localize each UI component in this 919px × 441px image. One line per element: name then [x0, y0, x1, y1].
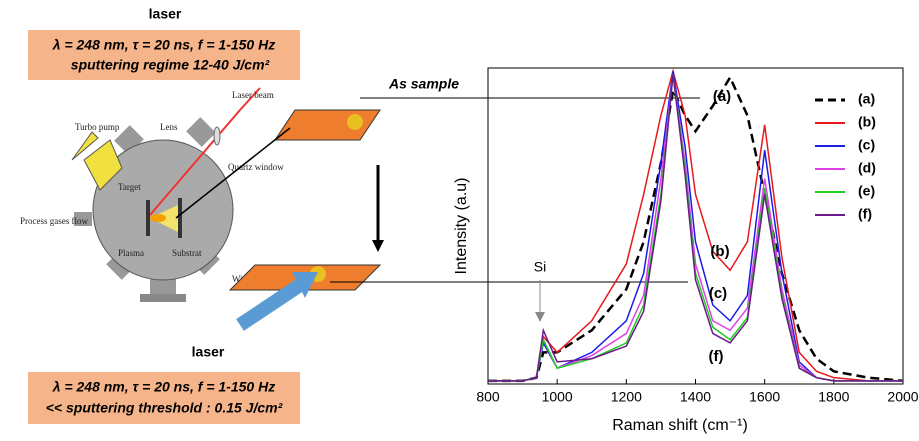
x-tick-label: 1000 — [542, 389, 573, 405]
series-line — [488, 68, 903, 382]
chamber-label: Process gases flow — [20, 216, 88, 226]
legend-label: (a) — [858, 91, 875, 107]
param-box — [28, 372, 300, 424]
legend-label: (c) — [858, 137, 875, 153]
sample-label: As sample — [388, 76, 459, 92]
legend-label: (f) — [858, 206, 872, 222]
annotation: (a) — [713, 88, 731, 105]
legend-label: (b) — [858, 114, 876, 130]
laser-label: laser — [192, 344, 225, 360]
chamber-label: Turbo pump — [75, 122, 120, 132]
series-line — [488, 74, 904, 383]
plot-frame — [487, 67, 904, 385]
param-box — [28, 30, 300, 80]
x-tick-label: 2000 — [887, 389, 918, 405]
chamber-label: Substrat — [172, 248, 202, 258]
x-tick-label: 1600 — [749, 389, 780, 405]
annotation: (c) — [709, 285, 727, 302]
x-axis-label: Raman shift (cm⁻¹) — [612, 417, 748, 434]
chamber-label: Quartz window — [228, 162, 284, 172]
substrate — [175, 97, 700, 331]
x-tick-label: 1200 — [611, 389, 642, 405]
param-text: λ = 248 nm, τ = 20 ns, f = 1-150 Hz — [52, 37, 275, 53]
chamber-label: Target — [118, 182, 141, 192]
laser-label: laser — [149, 6, 182, 22]
legend-label: (e) — [858, 183, 875, 199]
series-line — [488, 74, 903, 382]
x-tick-label: 1400 — [680, 389, 711, 405]
param-text: << sputtering threshold : 0.15 J/cm² — [46, 400, 283, 416]
x-tick-label: 1800 — [818, 389, 849, 405]
param-text: sputtering regime 12-40 J/cm² — [71, 57, 270, 73]
y-axis-label: Intensity (a.u) — [453, 178, 470, 275]
chamber — [71, 87, 261, 302]
series-line — [488, 74, 903, 382]
param-text: λ = 248 nm, τ = 20 ns, f = 1-150 Hz — [52, 379, 275, 395]
chamber-label: Laser beam — [232, 90, 274, 100]
chamber-label: Plasma — [118, 248, 144, 258]
annotation: (b) — [710, 243, 729, 260]
annotation-arrow — [535, 312, 545, 322]
annotation: (f) — [709, 348, 724, 365]
x-tick-label: 800 — [476, 389, 500, 405]
annotation: Si — [534, 259, 546, 275]
legend-label: (d) — [858, 160, 876, 176]
series-line — [488, 74, 903, 382]
series-line — [488, 71, 903, 382]
chamber-label: Lens — [160, 122, 178, 132]
